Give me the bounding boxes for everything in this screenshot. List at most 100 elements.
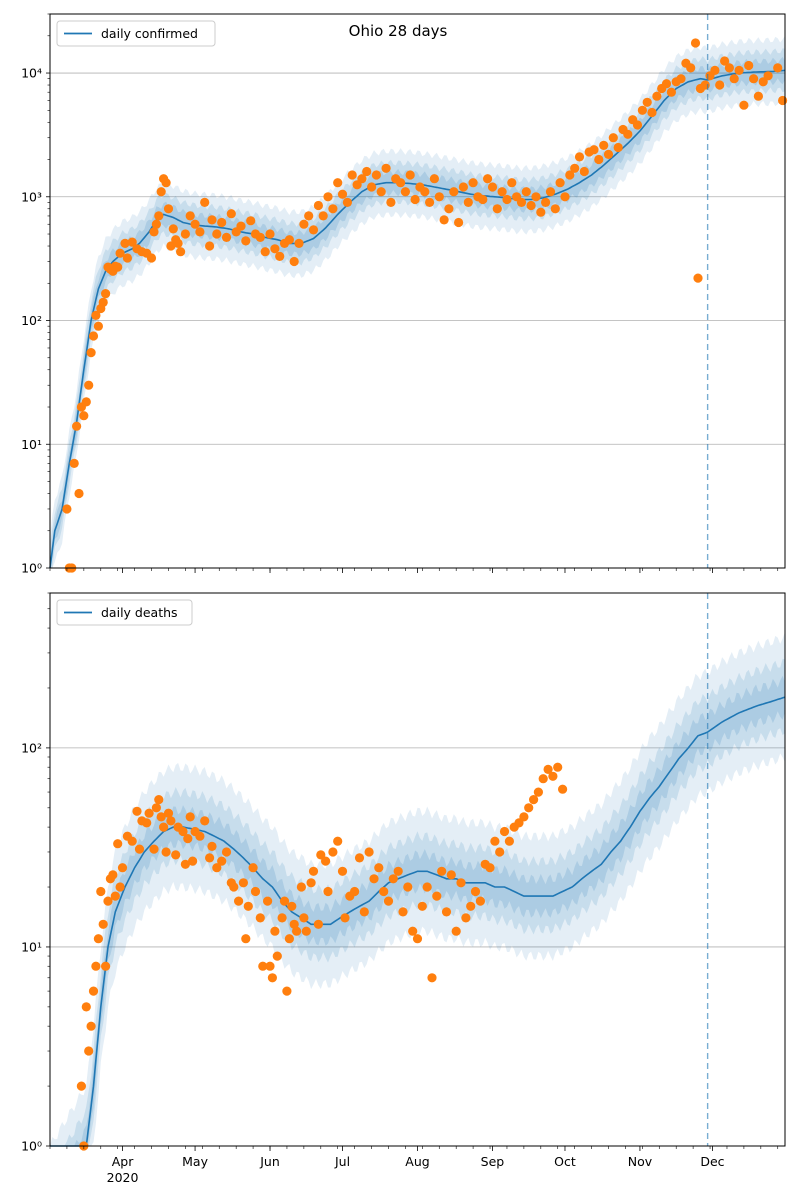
deaths-data-point (103, 896, 113, 906)
deaths-data-point (243, 901, 253, 911)
deaths-data-point (258, 961, 268, 971)
confirmed-band-outer (50, 35, 785, 568)
deaths-x-tick-label: Sep (481, 1154, 505, 1169)
deaths-data-point (154, 795, 164, 805)
confirmed-data-point (74, 488, 84, 499)
confirmed-data-point (260, 247, 270, 257)
confirmed-data-point (93, 321, 103, 331)
confirmed-data-point (536, 207, 546, 217)
confirmed-data-point (753, 91, 764, 101)
confirmed-data-point (265, 229, 275, 239)
confirmed-data-point (623, 129, 633, 139)
deaths-data-point (185, 812, 195, 822)
confirmed-data-point (318, 211, 328, 221)
deaths-data-point (340, 913, 350, 923)
confirmed-data-point (570, 163, 580, 173)
confirmed-data-point (425, 197, 435, 207)
deaths-data-point (451, 926, 461, 936)
confirmed-data-point (81, 397, 91, 407)
confirmed-panel: 10⁰ 10¹ 10² 10³ 10⁴ Ohio 28 days daily confi… (21, 13, 788, 576)
confirmed-data-point (429, 174, 439, 184)
confirmed-data-point (676, 74, 686, 84)
confirmed-data-point (763, 71, 773, 81)
deaths-data-point (270, 926, 280, 936)
deaths-x-tick-label: Oct (554, 1154, 576, 1169)
deaths-data-point (441, 907, 452, 917)
deaths-data-point (519, 812, 529, 822)
confirmed-data-point (516, 197, 527, 207)
deaths-data-point (485, 863, 495, 873)
confirmed-data-point (154, 211, 164, 221)
deaths-data-point (364, 847, 374, 857)
deaths-legend-box (56, 599, 193, 626)
confirmed-data-point (778, 95, 788, 106)
confirmed-data-point (463, 197, 473, 207)
confirmed-data-point (173, 238, 183, 248)
deaths-data-point (558, 784, 568, 794)
deaths-data-point (284, 934, 294, 944)
confirmed-bands (50, 35, 785, 569)
deaths-data-point (292, 926, 302, 936)
confirmed-data-point (410, 194, 420, 205)
deaths-data-point (456, 878, 466, 888)
deaths-data-point (398, 907, 408, 917)
confirmed-y-tick-label: 10² (21, 313, 42, 328)
confirmed-data-point (454, 217, 464, 228)
confirmed-data-point (299, 219, 309, 229)
deaths-data-point (383, 896, 394, 906)
deaths-data-point (333, 836, 343, 846)
deaths-y-tick-label: 10² (21, 740, 42, 755)
deaths-data-point (250, 886, 261, 897)
confirmed-data-point (236, 221, 246, 231)
confirmed-data-point (666, 87, 677, 97)
deaths-data-point (195, 831, 205, 841)
deaths-x-tick-label: Aug (405, 1154, 429, 1169)
confirmed-data-point (396, 178, 406, 188)
confirmed-data-point (84, 380, 94, 390)
confirmed-data-point (98, 297, 108, 307)
confirmed-data-point (381, 163, 391, 173)
confirmed-data-point (434, 192, 444, 202)
confirmed-x-ticks (49, 568, 779, 573)
confirmed-data-point (729, 74, 739, 84)
confirmed-data-point (555, 178, 565, 188)
confirmed-data-point (113, 262, 123, 272)
confirmed-data-point (661, 79, 672, 89)
deaths-data-point (88, 986, 99, 996)
deaths-data-point (427, 973, 437, 983)
deaths-data-point (183, 834, 193, 844)
confirmed-legend-label: daily confirmed (101, 26, 198, 41)
deaths-data-point (289, 919, 299, 929)
deaths-data-point (142, 818, 152, 828)
confirmed-data-point (205, 241, 215, 251)
deaths-legend: daily deaths (56, 599, 193, 626)
confirmed-data-point (275, 251, 285, 261)
deaths-data-point (86, 1021, 96, 1031)
deaths-data-point (548, 771, 558, 781)
confirmed-y-tick-label: 10⁴ (21, 66, 42, 81)
deaths-data-point (490, 836, 500, 846)
deaths-data-point (101, 961, 111, 971)
deaths-data-point (475, 896, 485, 906)
deaths-data-point (117, 863, 128, 873)
deaths-data-point (277, 913, 287, 923)
deaths-data-point (221, 847, 232, 857)
deaths-data-point (151, 803, 161, 813)
deaths-data-point (91, 961, 101, 971)
deaths-data-point (296, 882, 306, 892)
deaths-x-tick-label: Nov (628, 1154, 653, 1169)
deaths-data-point (323, 886, 333, 897)
deaths-model-line (50, 696, 786, 1147)
confirmed-data-point (613, 142, 623, 153)
deaths-data-point (313, 919, 323, 929)
confirmed-data-point (565, 170, 575, 180)
deaths-data-point (299, 913, 309, 923)
deaths-data-point (316, 850, 326, 860)
deaths-data-point (93, 934, 103, 944)
confirmed-data-point (521, 187, 531, 197)
deaths-data-point (207, 841, 217, 852)
confirmed-data-point (163, 204, 174, 214)
deaths-data-point (180, 859, 190, 869)
deaths-data-point (403, 882, 413, 892)
